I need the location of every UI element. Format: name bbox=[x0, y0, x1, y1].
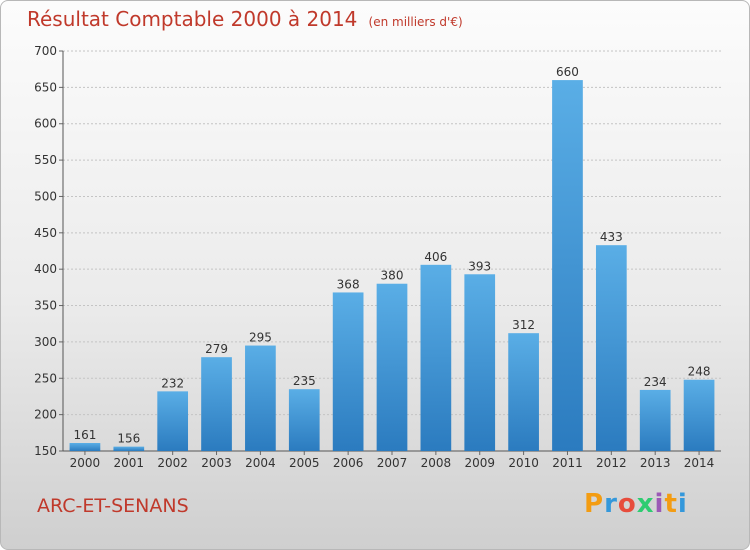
logo-letter: r bbox=[604, 489, 618, 519]
commune-name: ARC-ET-SENANS bbox=[37, 495, 189, 517]
bar bbox=[508, 333, 539, 451]
value-label: 295 bbox=[249, 331, 272, 345]
value-label: 380 bbox=[381, 269, 404, 283]
x-tick-label: 2011 bbox=[552, 456, 583, 470]
value-label: 235 bbox=[293, 374, 316, 388]
x-tick-label: 2010 bbox=[508, 456, 539, 470]
bar bbox=[69, 443, 101, 451]
y-tick-label: 550 bbox=[34, 153, 57, 167]
bar bbox=[332, 292, 364, 451]
x-tick-label: 2013 bbox=[640, 456, 671, 470]
x-tick-label: 2002 bbox=[157, 456, 188, 470]
bar bbox=[552, 80, 583, 451]
value-label: 234 bbox=[644, 375, 667, 389]
x-tick-label: 2006 bbox=[333, 456, 364, 470]
bar bbox=[464, 274, 496, 451]
logo-letter: i bbox=[677, 489, 688, 519]
y-tick-label: 150 bbox=[34, 444, 57, 458]
bar bbox=[201, 357, 232, 451]
y-tick-label: 500 bbox=[34, 189, 57, 203]
value-label: 156 bbox=[117, 432, 140, 446]
y-tick-label: 200 bbox=[34, 408, 57, 422]
labels: 150 200 250 300 350 400 450 500 550 600 650 700 161 2… bbox=[34, 44, 714, 470]
y-tick-label: 700 bbox=[34, 44, 57, 58]
x-tick-label: 2014 bbox=[684, 456, 715, 470]
y-tick-label: 400 bbox=[34, 262, 57, 276]
value-label: 279 bbox=[205, 342, 228, 356]
bar bbox=[683, 379, 715, 451]
value-label: 393 bbox=[468, 259, 491, 273]
bar bbox=[245, 345, 276, 451]
x-tick-label: 2000 bbox=[70, 456, 101, 470]
bar bbox=[595, 245, 627, 451]
logo-letter: i bbox=[654, 489, 665, 519]
value-label: 312 bbox=[512, 318, 535, 332]
y-tick-label: 650 bbox=[34, 80, 57, 94]
y-tick-label: 250 bbox=[34, 371, 57, 385]
bars bbox=[69, 80, 715, 451]
bar bbox=[639, 389, 671, 451]
value-label: 248 bbox=[688, 365, 711, 379]
x-tick-label: 2012 bbox=[596, 456, 627, 470]
x-tick-label: 2004 bbox=[245, 456, 276, 470]
bar bbox=[376, 283, 408, 451]
logo-letter: o bbox=[617, 489, 637, 519]
y-tick-label: 350 bbox=[34, 299, 57, 313]
chart-title: Résultat Comptable 2000 à 2014 bbox=[27, 7, 358, 31]
value-label: 368 bbox=[337, 277, 360, 291]
y-tick-label: 600 bbox=[34, 117, 57, 131]
logo-letter: x bbox=[636, 489, 655, 519]
bar bbox=[157, 391, 189, 451]
x-tick-label: 2005 bbox=[289, 456, 320, 470]
x-tick-label: 2009 bbox=[464, 456, 495, 470]
bar bbox=[288, 389, 320, 451]
value-label: 232 bbox=[161, 376, 184, 390]
y-tick-label: 450 bbox=[34, 226, 57, 240]
bar bbox=[113, 446, 145, 451]
x-tick-label: 2003 bbox=[201, 456, 232, 470]
value-label: 406 bbox=[424, 250, 447, 264]
y-tick-label: 300 bbox=[34, 335, 57, 349]
logo-letter: t bbox=[664, 489, 678, 519]
value-label: 433 bbox=[600, 230, 623, 244]
x-tick-label: 2001 bbox=[114, 456, 145, 470]
x-tick-label: 2007 bbox=[377, 456, 408, 470]
value-label: 660 bbox=[556, 65, 579, 79]
chart-unit: (en milliers d'€) bbox=[368, 15, 463, 29]
value-label: 161 bbox=[73, 428, 96, 442]
x-tick-label: 2008 bbox=[421, 456, 452, 470]
proxiti-logo: Proxiti bbox=[584, 489, 688, 519]
logo-letter: P bbox=[584, 489, 605, 519]
bar bbox=[420, 264, 452, 451]
title-row: Résultat Comptable 2000 à 2014 (en milli… bbox=[27, 7, 463, 31]
